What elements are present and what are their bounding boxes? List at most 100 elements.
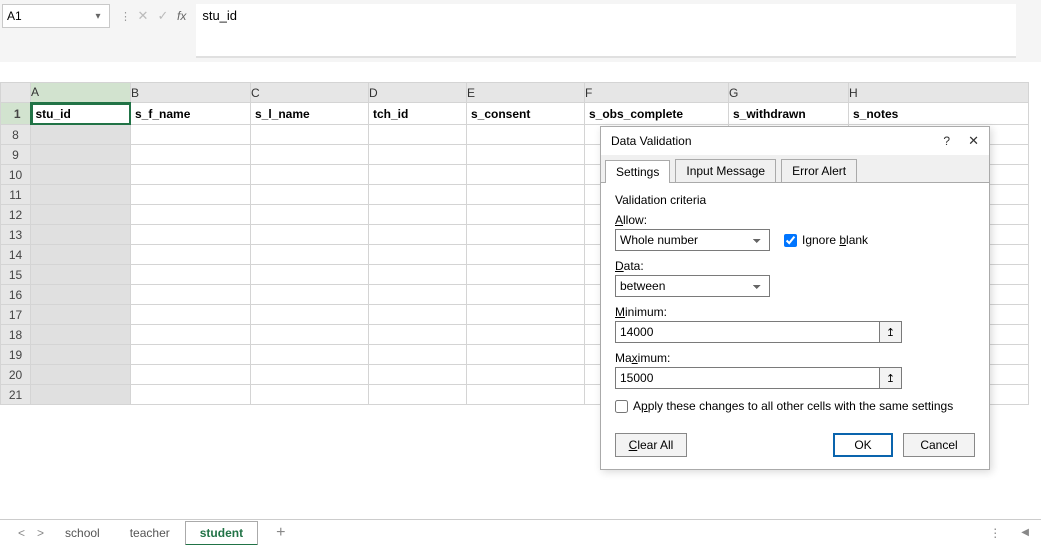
cell[interactable] <box>131 225 251 245</box>
cell[interactable]: s_obs_complete <box>585 103 729 125</box>
tab-options-icon[interactable]: ⋮ <box>989 526 1003 540</box>
cell[interactable]: s_f_name <box>131 103 251 125</box>
cell[interactable] <box>369 245 467 265</box>
dialog-tab-settings[interactable]: Settings <box>605 160 670 183</box>
cell[interactable] <box>31 305 131 325</box>
cell[interactable] <box>31 265 131 285</box>
cell[interactable] <box>467 145 585 165</box>
cell[interactable] <box>251 225 369 245</box>
column-header-B[interactable]: B <box>131 83 251 103</box>
cell[interactable] <box>31 385 131 405</box>
cell[interactable] <box>31 125 131 145</box>
cell[interactable] <box>251 345 369 365</box>
cell[interactable] <box>131 285 251 305</box>
row-header[interactable]: 11 <box>1 185 31 205</box>
cell[interactable] <box>467 285 585 305</box>
cell[interactable] <box>251 165 369 185</box>
cell[interactable] <box>369 225 467 245</box>
range-picker-icon[interactable]: ↥ <box>880 321 902 343</box>
cell[interactable] <box>131 205 251 225</box>
cell[interactable]: s_withdrawn <box>729 103 849 125</box>
clear-all-button[interactable]: Clear All <box>615 433 687 457</box>
row-header[interactable]: 14 <box>1 245 31 265</box>
column-header-F[interactable]: F <box>585 83 729 103</box>
allow-select[interactable]: Whole number <box>615 229 770 251</box>
cell[interactable] <box>131 305 251 325</box>
sheet-tab-school[interactable]: school <box>50 521 115 545</box>
cell[interactable] <box>31 165 131 185</box>
cell[interactable]: s_consent <box>467 103 585 125</box>
apply-all-input[interactable] <box>615 400 628 413</box>
cell[interactable] <box>467 265 585 285</box>
row-header[interactable]: 12 <box>1 205 31 225</box>
cell[interactable] <box>467 305 585 325</box>
cell[interactable] <box>467 385 585 405</box>
row-header[interactable]: 13 <box>1 225 31 245</box>
cell[interactable] <box>369 285 467 305</box>
row-header[interactable]: 16 <box>1 285 31 305</box>
cell[interactable] <box>31 185 131 205</box>
cell[interactable] <box>131 265 251 285</box>
cell[interactable] <box>131 365 251 385</box>
cell[interactable] <box>251 325 369 345</box>
column-header-C[interactable]: C <box>251 83 369 103</box>
cell[interactable] <box>251 365 369 385</box>
cell[interactable] <box>369 125 467 145</box>
sheet-tab-student[interactable]: student <box>185 521 258 545</box>
cell[interactable] <box>131 345 251 365</box>
accept-formula-icon[interactable]: ✓ <box>155 8 171 24</box>
cell[interactable] <box>369 165 467 185</box>
cell[interactable] <box>31 225 131 245</box>
cell[interactable] <box>251 125 369 145</box>
dialog-tab-input-message[interactable]: Input Message <box>675 159 776 182</box>
apply-all-checkbox[interactable]: Apply these changes to all other cells w… <box>615 399 975 413</box>
cell[interactable] <box>467 125 585 145</box>
column-header-G[interactable]: G <box>729 83 849 103</box>
cell[interactable] <box>131 145 251 165</box>
cell[interactable] <box>369 365 467 385</box>
cell[interactable] <box>467 345 585 365</box>
column-header-E[interactable]: E <box>467 83 585 103</box>
cell[interactable] <box>131 125 251 145</box>
maximum-input[interactable] <box>615 367 880 389</box>
scroll-left-icon[interactable]: ◀ <box>1021 527 1029 538</box>
column-header-H[interactable]: H <box>849 83 1029 103</box>
minimum-input[interactable] <box>615 321 880 343</box>
sheet-tab-teacher[interactable]: teacher <box>115 521 185 545</box>
cancel-formula-icon[interactable]: ✕ <box>135 8 151 24</box>
cell[interactable] <box>131 185 251 205</box>
cell[interactable] <box>251 285 369 305</box>
help-icon[interactable]: ? <box>943 134 950 148</box>
dialog-tab-error-alert[interactable]: Error Alert <box>781 159 857 182</box>
cell[interactable] <box>31 345 131 365</box>
dialog-titlebar[interactable]: Data Validation ? ✕ <box>601 127 989 155</box>
column-header-A[interactable]: A <box>31 83 131 103</box>
chevron-down-icon[interactable]: ▾ <box>91 9 105 23</box>
cell[interactable] <box>31 325 131 345</box>
cell[interactable] <box>369 345 467 365</box>
row-header[interactable]: 15 <box>1 265 31 285</box>
cell[interactable] <box>467 165 585 185</box>
tab-prev-icon[interactable]: < <box>18 526 25 540</box>
cell[interactable] <box>467 205 585 225</box>
ignore-blank-input[interactable] <box>784 234 797 247</box>
cell[interactable] <box>31 285 131 305</box>
cell[interactable]: tch_id <box>369 103 467 125</box>
cell[interactable]: stu_id <box>31 103 131 125</box>
row-header[interactable]: 20 <box>1 365 31 385</box>
cell[interactable] <box>251 185 369 205</box>
cell[interactable] <box>31 365 131 385</box>
add-sheet-button[interactable]: + <box>276 524 285 542</box>
cell[interactable] <box>31 245 131 265</box>
column-header-D[interactable]: D <box>369 83 467 103</box>
name-box[interactable]: A1 ▾ <box>2 4 110 28</box>
cell[interactable] <box>369 205 467 225</box>
cell[interactable] <box>251 205 369 225</box>
cell[interactable] <box>251 145 369 165</box>
cell[interactable] <box>467 225 585 245</box>
tab-next-icon[interactable]: > <box>37 526 44 540</box>
row-header[interactable]: 10 <box>1 165 31 185</box>
row-header[interactable]: 1 <box>1 103 31 125</box>
formula-input[interactable]: stu_id <box>196 4 1016 58</box>
cell[interactable] <box>251 305 369 325</box>
